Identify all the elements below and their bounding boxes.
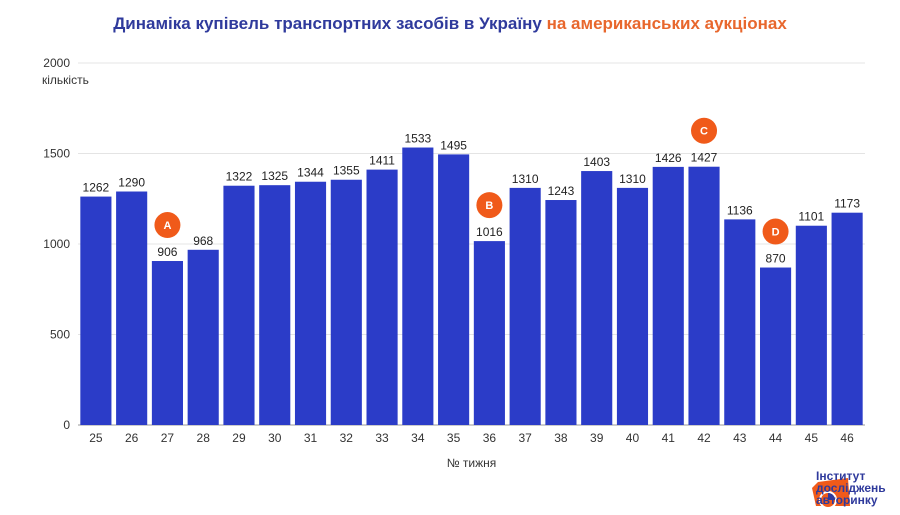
data-label: 1355 xyxy=(333,164,360,178)
y-tick-label: 500 xyxy=(50,328,70,342)
data-label: 1243 xyxy=(548,184,575,198)
data-label: 1016 xyxy=(476,225,503,239)
data-label: 1427 xyxy=(691,151,718,165)
annotation-marker xyxy=(762,218,789,245)
x-tick-label: 43 xyxy=(733,431,747,445)
annotation-marker xyxy=(691,117,718,144)
annotation-marker xyxy=(154,212,181,239)
data-label: 1403 xyxy=(583,155,610,169)
logo-line-2: досліджень xyxy=(816,481,886,495)
x-tick-label: 27 xyxy=(161,431,175,445)
data-label: 1426 xyxy=(655,151,682,165)
logo-icon xyxy=(812,478,850,509)
x-tick-label: 28 xyxy=(197,431,211,445)
bar xyxy=(259,185,291,425)
bar xyxy=(831,212,863,425)
bar xyxy=(545,200,577,425)
title-accent: на американських аукціонах xyxy=(546,14,787,33)
x-tick-label: 32 xyxy=(340,431,354,445)
x-tick-label: 46 xyxy=(840,431,854,445)
x-tick-label: 31 xyxy=(304,431,318,445)
annotation-label: B xyxy=(485,200,493,212)
bar xyxy=(438,154,470,425)
y-tick-label: 0 xyxy=(63,418,70,432)
data-label: 1310 xyxy=(619,172,646,186)
bar xyxy=(760,267,792,425)
bar xyxy=(616,187,649,425)
bar xyxy=(80,196,112,425)
bar xyxy=(116,191,148,425)
bar xyxy=(688,166,720,425)
chart-title: Динаміка купівель транспортних засобів в… xyxy=(0,14,900,34)
bar xyxy=(724,219,756,425)
data-label: 1325 xyxy=(261,169,288,183)
y-tick-label: 2000 xyxy=(43,56,70,70)
bar xyxy=(581,171,613,425)
x-tick-label: 25 xyxy=(89,431,103,445)
data-label: 1344 xyxy=(297,166,324,180)
y-tick-label: 1000 xyxy=(43,237,70,251)
x-tick-label: 40 xyxy=(626,431,640,445)
x-tick-label: 36 xyxy=(483,431,497,445)
bar xyxy=(330,179,362,425)
data-label: 870 xyxy=(766,252,786,266)
x-tick-label: 35 xyxy=(447,431,461,445)
bar xyxy=(473,241,505,425)
data-label: 1533 xyxy=(404,132,431,146)
bar xyxy=(402,147,434,426)
bar xyxy=(151,261,183,425)
x-tick-label: 29 xyxy=(232,431,246,445)
logo-line-1: Інститут xyxy=(816,469,866,483)
data-label: 1290 xyxy=(118,176,145,190)
bar xyxy=(223,185,255,425)
x-tick-label: 45 xyxy=(805,431,819,445)
x-tick-label: 37 xyxy=(518,431,532,445)
x-tick-label: 41 xyxy=(662,431,676,445)
data-label: 1322 xyxy=(226,170,253,184)
x-tick-label: 42 xyxy=(697,431,711,445)
data-label: 1495 xyxy=(440,138,467,152)
x-tick-label: 33 xyxy=(375,431,389,445)
x-tick-label: 38 xyxy=(554,431,568,445)
data-label: 1101 xyxy=(798,210,824,224)
bar xyxy=(509,187,541,425)
logo-text: Інститут досліджень авторинку xyxy=(816,470,886,506)
bar xyxy=(366,169,398,425)
annotation-label: D xyxy=(772,227,780,239)
annotation-label: C xyxy=(700,126,708,138)
bar xyxy=(294,181,327,425)
x-axis-label: № тижня xyxy=(447,456,497,470)
bar xyxy=(187,249,219,425)
annotation-label: A xyxy=(163,220,171,232)
data-label: 1411 xyxy=(369,154,395,168)
x-tick-label: 44 xyxy=(769,431,783,445)
title-main: Динаміка купівель транспортних засобів в… xyxy=(113,14,542,33)
data-label: 1310 xyxy=(512,172,539,186)
data-label: 1262 xyxy=(83,181,110,195)
data-label: 968 xyxy=(193,234,213,248)
annotation-marker xyxy=(476,192,503,219)
data-label: 1136 xyxy=(727,203,753,217)
x-tick-label: 30 xyxy=(268,431,282,445)
y-axis-label: кількість xyxy=(42,73,89,87)
x-tick-label: 26 xyxy=(125,431,139,445)
x-tick-label: 39 xyxy=(590,431,604,445)
bar xyxy=(795,225,827,425)
y-tick-label: 1500 xyxy=(43,147,70,161)
x-tick-label: 34 xyxy=(411,431,425,445)
bar xyxy=(652,166,684,426)
data-label: 906 xyxy=(157,245,177,259)
data-label: 1173 xyxy=(834,197,860,211)
logo-line-3: авторинку xyxy=(816,493,878,507)
